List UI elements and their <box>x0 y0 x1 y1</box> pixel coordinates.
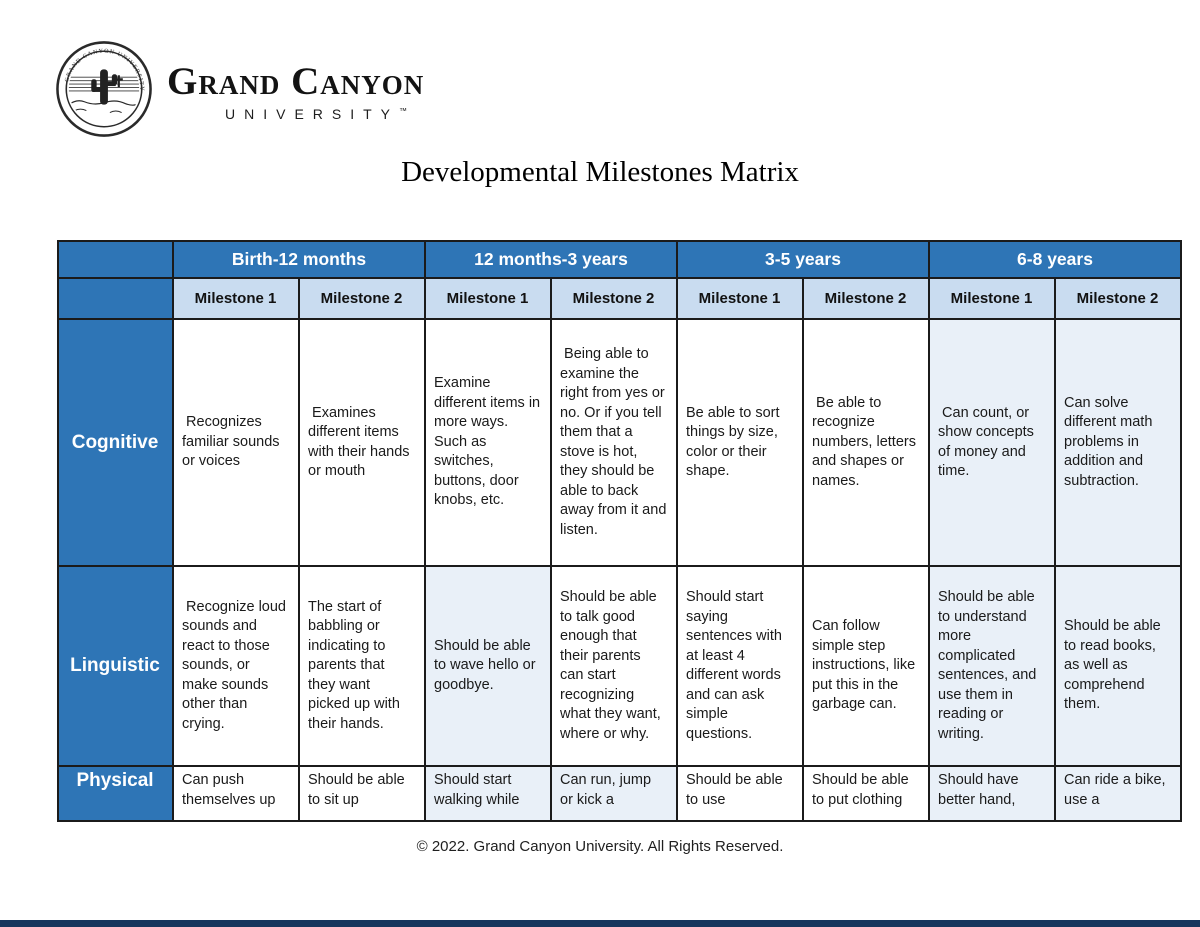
milestone-cell: Can push themselves up <box>172 765 300 822</box>
milestone-subheader: Milestone 2 <box>550 277 678 320</box>
age-group-header: Birth-12 months <box>172 240 426 279</box>
corner-cell <box>57 240 174 279</box>
trademark-symbol: ™ <box>399 106 408 116</box>
university-seal-icon: GRAND CANYON UNIVERSITY ARIZONA 1949 <box>56 41 152 137</box>
milestone-cell: Can solve different math problems in add… <box>1054 318 1182 567</box>
university-subname: UNIVERSITY™ <box>225 105 408 122</box>
milestone-subheader: Milestone 1 <box>424 277 552 320</box>
university-wordmark: Grand Canyon UNIVERSITY™ <box>167 56 424 122</box>
university-name: Grand Canyon <box>167 60 425 104</box>
row-label-physical: Physical <box>57 765 174 822</box>
copyright-notice: © 2022. Grand Canyon University. All Rig… <box>416 838 784 855</box>
table-row-physical: Physical Can push themselves up Should b… <box>57 765 1182 822</box>
milestone-cell: Be able to recognize numbers, letters an… <box>802 318 930 567</box>
milestone-cell: Should have better hand, <box>928 765 1056 822</box>
milestone-cell: Can ride a bike, use a <box>1054 765 1182 822</box>
milestone-subheader: Milestone 2 <box>802 277 930 320</box>
milestone-cell: Should be able to talk good enough that … <box>550 565 678 767</box>
seal-canyon-art <box>68 69 140 125</box>
milestone-cell: Recognize loud sounds and react to those… <box>172 565 300 767</box>
milestone-cell: Can run, jump or kick a <box>550 765 678 822</box>
milestone-subheader-row: Milestone 1 Milestone 2 Milestone 1 Mile… <box>57 277 1182 320</box>
milestone-cell: Can count, or show concepts of money and… <box>928 318 1056 567</box>
table-row-cognitive: Cognitive Recognizes familiar sounds or … <box>57 318 1182 567</box>
milestones-matrix-table: Birth-12 months 12 months-3 years 3-5 ye… <box>57 240 1182 822</box>
milestone-cell: Should be able to sit up <box>298 765 426 822</box>
milestone-cell: Should be able to use <box>676 765 804 822</box>
age-group-header: 6-8 years <box>928 240 1182 279</box>
corner-cell <box>57 277 174 320</box>
milestone-cell: Can follow simple step instructions, lik… <box>802 565 930 767</box>
milestone-subheader: Milestone 1 <box>172 277 300 320</box>
milestone-cell: Should be able to read books, as well as… <box>1054 565 1182 767</box>
milestone-cell: Should be able to put clothing <box>802 765 930 822</box>
age-group-header: 12 months-3 years <box>424 240 678 279</box>
milestone-cell: Being able to examine the right from yes… <box>550 318 678 567</box>
row-label-cognitive: Cognitive <box>57 318 174 567</box>
milestone-cell: Be able to sort things by size, color or… <box>676 318 804 567</box>
age-group-header: 3-5 years <box>676 240 930 279</box>
milestone-cell: Examine different items in more ways. Su… <box>424 318 552 567</box>
university-logo: GRAND CANYON UNIVERSITY ARIZONA 1949 <box>55 40 424 138</box>
milestone-cell: Should start walking while <box>424 765 552 822</box>
page-bottom-bar <box>0 920 1200 927</box>
milestone-cell: The start of babbling or indicating to p… <box>298 565 426 767</box>
milestone-cell: Examines different items with their hand… <box>298 318 426 567</box>
milestone-cell: Should start saying sentences with at le… <box>676 565 804 767</box>
milestone-subheader: Milestone 1 <box>676 277 804 320</box>
milestone-cell: Should be able to wave hello or goodbye. <box>424 565 552 767</box>
milestone-cell: Recognizes familiar sounds or voices <box>172 318 300 567</box>
milestone-subheader: Milestone 1 <box>928 277 1056 320</box>
milestone-subheader: Milestone 2 <box>1054 277 1182 320</box>
table-row-linguistic: Linguistic Recognize loud sounds and rea… <box>57 565 1182 767</box>
row-label-linguistic: Linguistic <box>57 565 174 767</box>
page-title: Developmental Milestones Matrix <box>401 156 799 188</box>
age-group-header-row: Birth-12 months 12 months-3 years 3-5 ye… <box>57 240 1182 279</box>
milestone-subheader: Milestone 2 <box>298 277 426 320</box>
milestone-cell: Should be able to understand more compli… <box>928 565 1056 767</box>
